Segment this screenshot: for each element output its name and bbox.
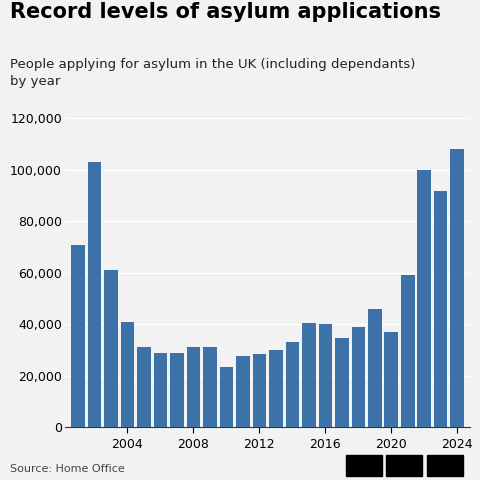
Bar xyxy=(269,350,283,427)
Bar xyxy=(170,353,184,427)
Bar xyxy=(286,342,299,427)
Text: People applying for asylum in the UK (including dependants)
by year: People applying for asylum in the UK (in… xyxy=(10,58,415,88)
Bar xyxy=(384,332,398,427)
Bar xyxy=(252,354,266,427)
Text: C: C xyxy=(441,460,449,470)
Bar xyxy=(137,348,151,427)
Bar xyxy=(236,357,250,427)
Text: B: B xyxy=(360,460,368,470)
Bar xyxy=(335,338,348,427)
Bar xyxy=(104,270,118,427)
Text: Source: Home Office: Source: Home Office xyxy=(10,464,124,474)
Bar xyxy=(418,170,431,427)
Bar xyxy=(351,327,365,427)
Bar xyxy=(434,191,447,427)
Bar xyxy=(220,367,233,427)
Bar xyxy=(154,353,167,427)
Bar xyxy=(187,348,200,427)
Text: Record levels of asylum applications: Record levels of asylum applications xyxy=(10,2,441,23)
Bar xyxy=(88,162,101,427)
Bar xyxy=(319,324,332,427)
Bar xyxy=(368,309,382,427)
Text: B: B xyxy=(400,460,408,470)
Bar xyxy=(401,276,415,427)
Bar xyxy=(71,244,85,427)
Bar xyxy=(450,149,464,427)
Bar xyxy=(203,348,216,427)
Bar xyxy=(302,323,315,427)
Bar xyxy=(120,322,134,427)
